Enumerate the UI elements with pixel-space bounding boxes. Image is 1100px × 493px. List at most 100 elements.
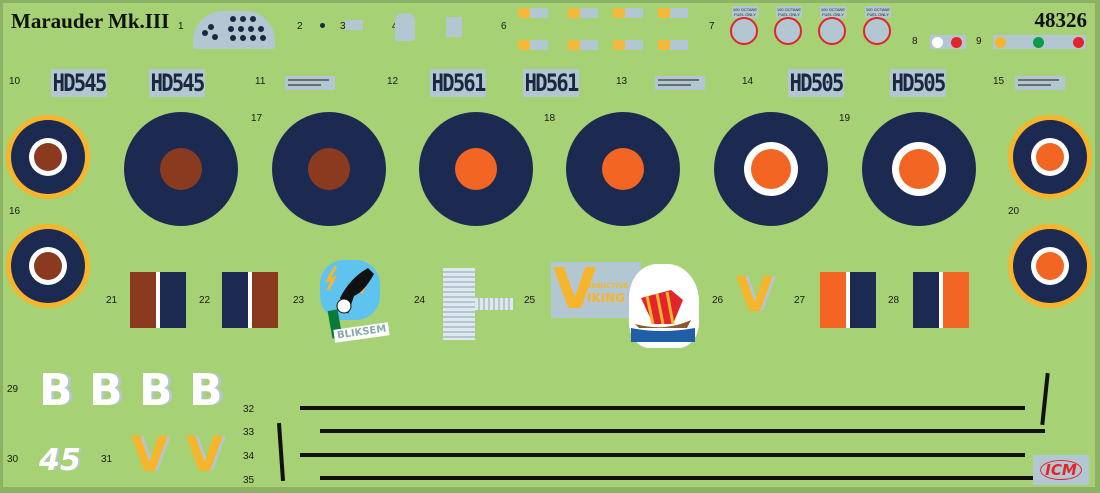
stencil-decal bbox=[658, 8, 688, 18]
decal-sheet: Marauder Mk.III 48326 1 2 3 4 5 6 7 100 … bbox=[3, 3, 1095, 487]
serial-decal: HD561 bbox=[429, 69, 486, 97]
label-4: 4 bbox=[392, 21, 398, 32]
label-28: 28 bbox=[888, 295, 900, 306]
bomb-tally-decal bbox=[443, 268, 475, 340]
label-27: 27 bbox=[794, 295, 806, 306]
number-45-decal: 45 bbox=[39, 443, 81, 478]
label-16: 16 bbox=[9, 206, 21, 217]
stencil-decal bbox=[613, 8, 643, 18]
label-32: 32 bbox=[243, 404, 255, 415]
fuel-text: 100 OCTANE FUEL ONLY bbox=[776, 6, 802, 18]
label-34: 34 bbox=[243, 451, 255, 462]
code-letter-decal: B bbox=[39, 365, 73, 416]
label-21: 21 bbox=[106, 295, 118, 306]
label-19: 19 bbox=[839, 113, 851, 124]
wing-roundel bbox=[419, 112, 533, 226]
cat-emblem-decal: BLIKSEM bbox=[318, 258, 391, 346]
label-23: 23 bbox=[293, 295, 305, 306]
label-3: 3 bbox=[340, 21, 346, 32]
data-stencil bbox=[655, 76, 705, 90]
label-26: 26 bbox=[712, 295, 724, 306]
stencil-decal bbox=[518, 8, 548, 18]
viking-line2: IKING bbox=[587, 291, 626, 305]
label-10: 10 bbox=[9, 76, 21, 87]
fin-flash-decal bbox=[913, 272, 969, 328]
serial-decal: HD545 bbox=[50, 69, 107, 97]
label-18: 18 bbox=[544, 113, 556, 124]
wing-roundel bbox=[272, 112, 386, 226]
red-light bbox=[951, 37, 962, 48]
stripe-decal bbox=[300, 453, 1025, 457]
stripe-decal bbox=[1040, 372, 1050, 426]
wing-roundel bbox=[714, 112, 828, 226]
label-7: 7 bbox=[709, 21, 715, 32]
stripe-decal bbox=[320, 476, 1045, 480]
fin-flash-decal bbox=[222, 272, 278, 328]
white-light bbox=[932, 37, 943, 48]
serial-decal: HD505 bbox=[787, 69, 844, 97]
gauge-decal bbox=[320, 23, 325, 28]
label-9: 9 bbox=[976, 36, 982, 47]
gauge-decal bbox=[345, 20, 363, 30]
instrument-panel-decal bbox=[193, 11, 275, 49]
serial-decal: HD505 bbox=[889, 69, 946, 97]
label-24: 24 bbox=[414, 295, 426, 306]
icm-logo: ICM bbox=[1033, 455, 1089, 485]
label-14: 14 bbox=[742, 76, 754, 87]
code-letter-decal: B bbox=[89, 365, 123, 416]
label-8: 8 bbox=[912, 36, 918, 47]
viking-v: V bbox=[553, 257, 597, 322]
stripe-decal bbox=[300, 406, 1025, 410]
panel-decal bbox=[446, 17, 462, 37]
label-13: 13 bbox=[616, 76, 628, 87]
green-light bbox=[1033, 37, 1044, 48]
label-22: 22 bbox=[199, 295, 211, 306]
label-33: 33 bbox=[243, 427, 255, 438]
fuselage-roundel bbox=[6, 115, 90, 199]
label-29: 29 bbox=[7, 384, 19, 395]
stripe-decal bbox=[276, 422, 286, 482]
stripe-decal bbox=[320, 429, 1045, 433]
data-stencil bbox=[285, 76, 335, 90]
label-11: 11 bbox=[255, 76, 266, 87]
fuselage-roundel bbox=[1008, 224, 1092, 308]
fuselage-roundel bbox=[6, 224, 90, 308]
v-letter-decal: V bbox=[131, 427, 169, 483]
icm-logo-text: ICM bbox=[1040, 460, 1082, 480]
code-letter-decal: B bbox=[189, 365, 223, 416]
panel-decal bbox=[395, 13, 415, 41]
fuel-filler-decal: 100 OCTANE FUEL ONLY bbox=[730, 6, 760, 45]
wing-roundel bbox=[862, 112, 976, 226]
fuel-filler-decal: 100 OCTANE FUEL ONLY bbox=[863, 6, 893, 45]
yellow-light bbox=[995, 37, 1006, 48]
viking-line1: INDICTIVE bbox=[589, 282, 629, 290]
label-15: 15 bbox=[993, 76, 1005, 87]
label-25: 25 bbox=[524, 295, 536, 306]
fin-flash-decal bbox=[130, 272, 186, 328]
wing-roundel bbox=[124, 112, 238, 226]
label-2: 2 bbox=[297, 21, 303, 32]
label-30: 30 bbox=[7, 454, 19, 465]
fuel-filler-decal: 100 OCTANE FUEL ONLY bbox=[774, 6, 804, 45]
label-6: 6 bbox=[501, 21, 507, 32]
fuel-text: 100 OCTANE FUEL ONLY bbox=[732, 6, 758, 18]
fin-flash-decal bbox=[820, 272, 876, 328]
label-20: 20 bbox=[1008, 206, 1020, 217]
fuselage-roundel bbox=[1008, 115, 1092, 199]
label-35: 35 bbox=[243, 475, 255, 486]
kit-code: 48326 bbox=[1034, 8, 1088, 32]
fuel-text: 100 OCTANE FUEL ONLY bbox=[865, 6, 891, 18]
bomb-tally-decal bbox=[475, 298, 513, 310]
stencil-decal bbox=[613, 40, 643, 50]
stencil-decal bbox=[568, 40, 598, 50]
red-light bbox=[1073, 37, 1084, 48]
fuel-filler-decal: 100 OCTANE FUEL ONLY bbox=[818, 6, 848, 45]
wing-roundel bbox=[566, 112, 680, 226]
label-17: 17 bbox=[251, 113, 263, 124]
fuel-text: 100 OCTANE FUEL ONLY bbox=[820, 6, 846, 18]
viking-emblem-decal: V INDICTIVE IKING bbox=[551, 260, 703, 348]
serial-decal: HD561 bbox=[522, 69, 579, 97]
data-stencil bbox=[1015, 76, 1065, 90]
v-letter-decal: V bbox=[736, 267, 774, 323]
label-1: 1 bbox=[178, 21, 184, 32]
